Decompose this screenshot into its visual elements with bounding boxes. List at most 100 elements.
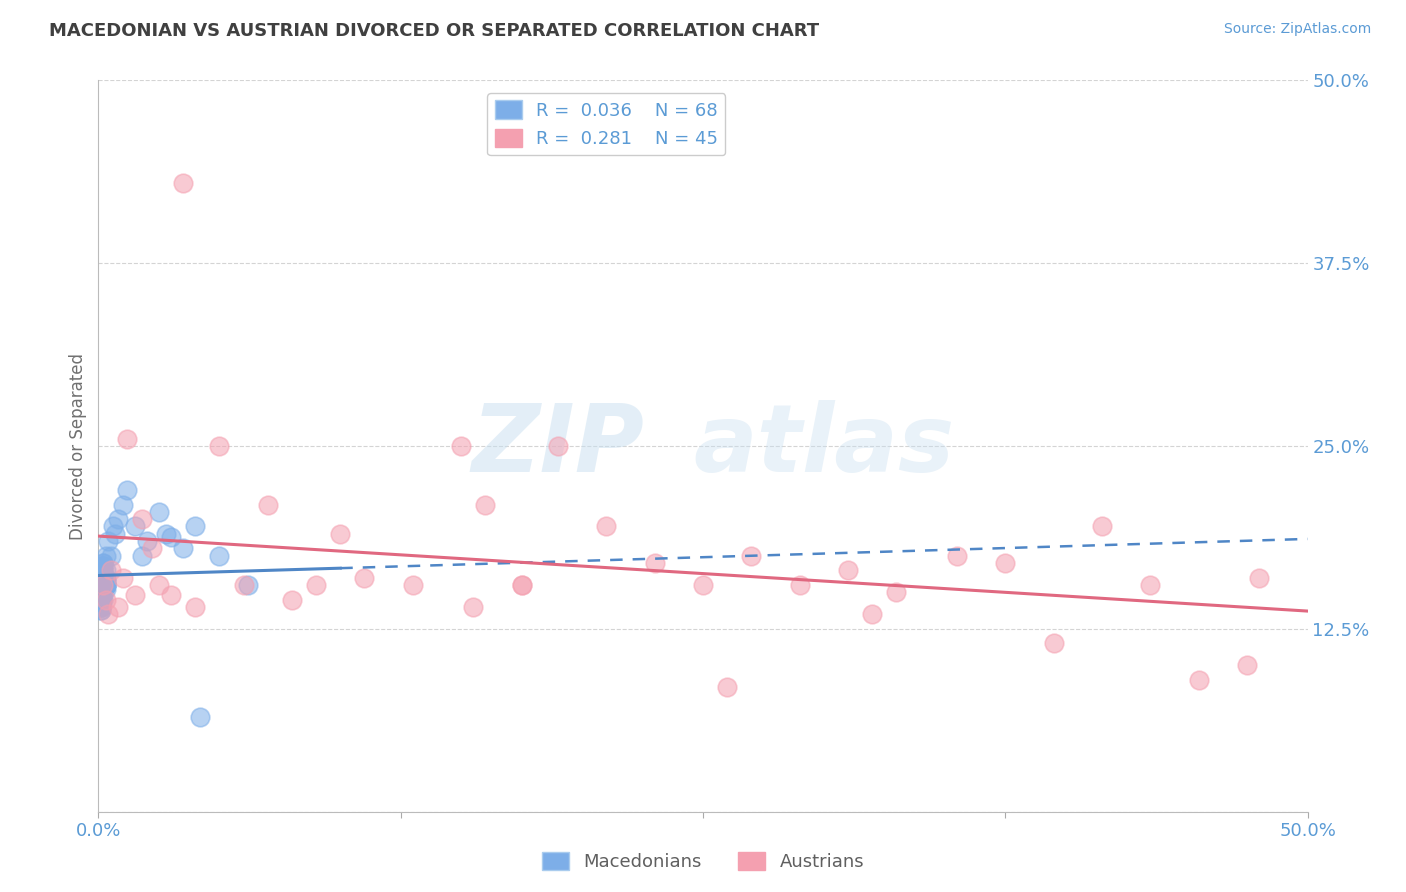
Point <box>100 549 122 563</box>
Point <box>1042 636 1064 650</box>
Point <box>111 498 134 512</box>
Point <box>141 541 163 556</box>
Point <box>90 599 112 614</box>
Point <box>1139 578 1161 592</box>
Point <box>463 599 485 614</box>
Point <box>595 519 617 533</box>
Point <box>91 588 114 602</box>
Point <box>91 571 114 585</box>
Point <box>1249 571 1271 585</box>
Point <box>90 603 112 617</box>
Point <box>91 567 114 582</box>
Point <box>329 526 352 541</box>
Point <box>90 603 112 617</box>
Legend: Macedonians, Austrians: Macedonians, Austrians <box>534 845 872 879</box>
Point <box>860 607 883 622</box>
Point <box>90 558 112 573</box>
Text: atlas: atlas <box>693 400 955 492</box>
Point <box>90 585 112 599</box>
Point <box>238 578 260 592</box>
Point <box>91 558 114 573</box>
Point <box>692 578 714 592</box>
Point <box>90 588 112 602</box>
Point <box>131 512 153 526</box>
Point <box>107 512 129 526</box>
Point <box>91 556 114 570</box>
Point <box>281 592 304 607</box>
Point <box>232 578 254 592</box>
Point <box>117 432 139 446</box>
Point <box>117 483 139 497</box>
Point <box>90 592 112 607</box>
Point <box>91 566 114 581</box>
Point <box>94 578 117 592</box>
Point <box>94 582 117 597</box>
Point <box>91 582 114 597</box>
Point <box>148 505 170 519</box>
Point <box>111 571 134 585</box>
Point <box>124 588 146 602</box>
Point <box>90 597 112 611</box>
Point <box>94 571 117 585</box>
Point <box>716 681 738 695</box>
Point <box>155 526 177 541</box>
Point <box>90 567 112 582</box>
Point <box>1091 519 1114 533</box>
Point <box>135 534 157 549</box>
Point <box>94 574 117 588</box>
Point <box>172 541 194 556</box>
Legend: R =  0.036    N = 68, R =  0.281    N = 45: R = 0.036 N = 68, R = 0.281 N = 45 <box>488 93 725 155</box>
Text: ZIP: ZIP <box>471 400 644 492</box>
Point <box>131 549 153 563</box>
Point <box>90 592 112 607</box>
Point <box>184 599 207 614</box>
Point <box>91 556 114 570</box>
Point <box>91 578 114 592</box>
Point <box>510 578 533 592</box>
Y-axis label: Divorced or Separated: Divorced or Separated <box>69 352 87 540</box>
Point <box>547 439 569 453</box>
Point <box>740 549 762 563</box>
Point <box>208 439 231 453</box>
Point <box>90 588 112 602</box>
Point <box>91 558 114 573</box>
Point <box>91 574 114 588</box>
Point <box>450 439 472 453</box>
Point <box>90 582 112 597</box>
Point <box>90 582 112 597</box>
Point <box>94 592 117 607</box>
Point <box>91 574 114 588</box>
Point <box>90 595 112 609</box>
Point <box>837 563 859 577</box>
Point <box>90 590 112 604</box>
Point <box>789 578 811 592</box>
Point <box>94 578 117 592</box>
Point <box>94 549 117 563</box>
Point <box>172 176 194 190</box>
Point <box>886 585 908 599</box>
Point <box>208 549 231 563</box>
Point <box>94 578 117 592</box>
Point <box>402 578 425 592</box>
Point <box>91 571 114 585</box>
Point <box>91 578 114 592</box>
Point <box>100 563 122 577</box>
Point <box>91 563 114 577</box>
Text: MACEDONIAN VS AUSTRIAN DIVORCED OR SEPARATED CORRELATION CHART: MACEDONIAN VS AUSTRIAN DIVORCED OR SEPAR… <box>49 22 820 40</box>
Point <box>994 556 1017 570</box>
Point <box>124 519 146 533</box>
Point <box>107 599 129 614</box>
Point <box>256 498 278 512</box>
Point <box>90 590 112 604</box>
Point <box>97 607 120 622</box>
Point <box>101 519 124 533</box>
Point <box>104 526 127 541</box>
Point <box>188 709 211 723</box>
Point <box>91 563 114 577</box>
Point <box>94 563 117 577</box>
Point <box>91 567 114 582</box>
Point <box>97 534 120 549</box>
Point <box>91 578 114 592</box>
Point <box>160 530 183 544</box>
Point <box>94 574 117 588</box>
